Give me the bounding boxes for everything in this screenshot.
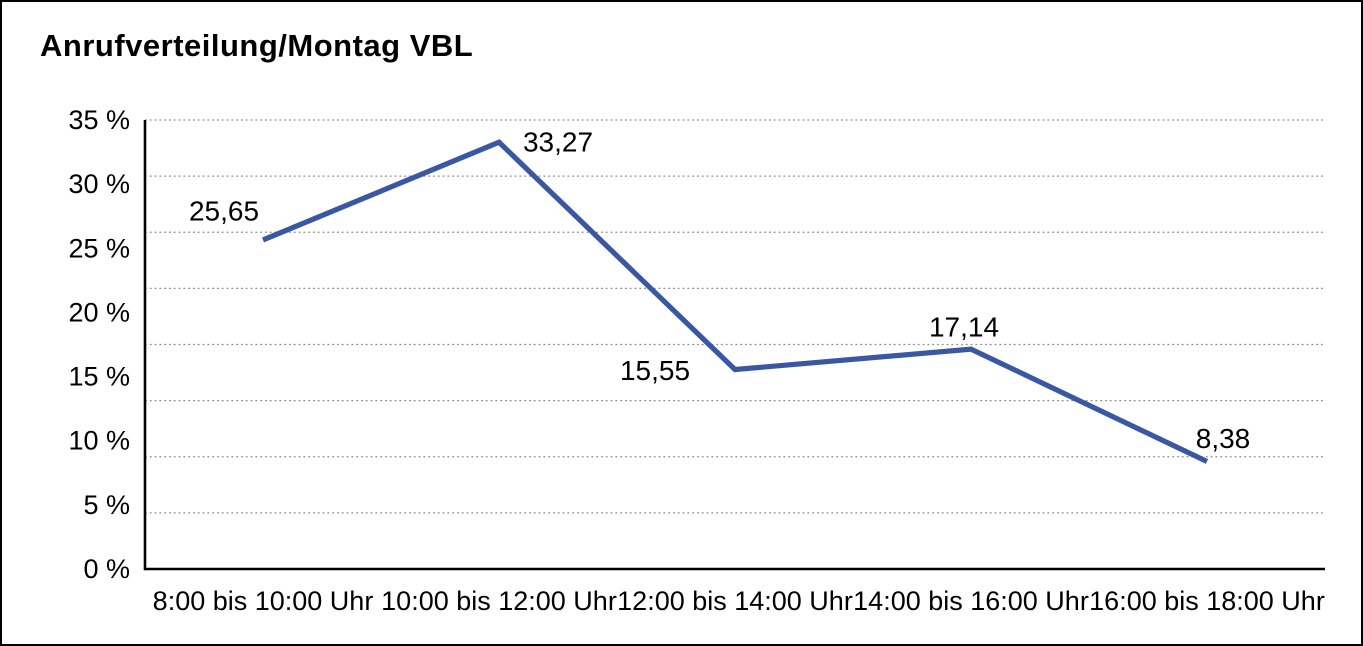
y-tick-label: 35 % xyxy=(68,105,130,135)
chart-title: Anrufverteilung/Montag VBL xyxy=(40,28,474,63)
y-tick-label: 5 % xyxy=(83,490,130,520)
y-tick-label: 20 % xyxy=(68,297,130,327)
y-tick-label: 25 % xyxy=(68,233,130,263)
data-point-label: 8,38 xyxy=(1196,423,1251,454)
x-category-label: 14:00 bis 16:00 Uhr xyxy=(853,586,1089,616)
data-point-label: 33,27 xyxy=(523,127,593,158)
x-category-label: 12:00 bis 14:00 Uhr xyxy=(617,586,853,616)
y-tick-label: 15 % xyxy=(68,362,130,392)
data-point-label: 17,14 xyxy=(929,312,999,343)
y-tick-label: 30 % xyxy=(68,169,130,199)
data-point-label: 15,55 xyxy=(620,355,690,386)
y-tick-label: 0 % xyxy=(83,554,130,584)
data-point-label: 25,65 xyxy=(189,195,259,226)
x-category-label: 16:00 bis 18:00 Uhr xyxy=(1089,586,1325,616)
x-category-label: 10:00 bis 12:00 Uhr xyxy=(381,586,617,616)
y-tick-label: 10 % xyxy=(68,426,130,456)
data-series-line xyxy=(262,139,1209,464)
x-category-label: 8:00 bis 10:00 Uhr xyxy=(153,586,374,616)
